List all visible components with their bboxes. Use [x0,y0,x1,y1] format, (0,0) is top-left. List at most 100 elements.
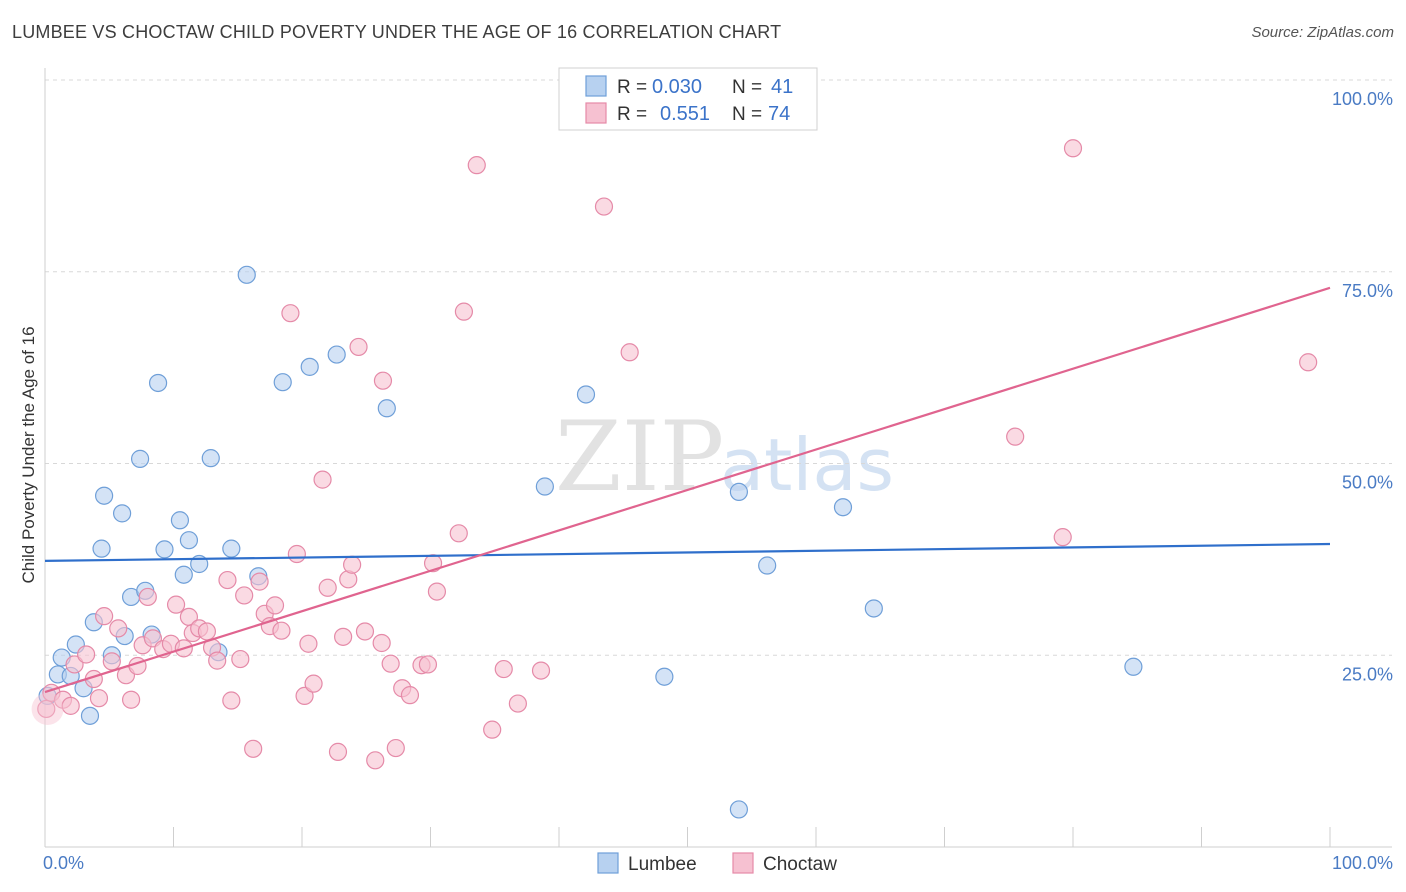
y-tick-label: 100.0% [1332,89,1393,109]
choctaw-point [222,691,241,710]
lumbee-point [377,399,396,418]
choctaw-point [304,674,323,693]
choctaw-point [121,690,141,709]
lumbee-point [80,706,100,725]
choctaw-point [89,689,109,708]
lumbee-point [148,373,168,393]
choctaw-point [281,304,300,323]
choctaw-point [343,555,362,574]
lumbee-point [174,565,193,584]
choctaw-point [95,607,114,626]
lumbee-point [729,800,749,819]
choctaw-trend-line [44,286,1331,694]
watermark-atlas: atlas [720,423,894,507]
choctaw-point [295,686,314,706]
choctaw-point [418,655,438,674]
lumbee-point [1124,657,1143,676]
choctaw-point [381,654,400,673]
series-legend-label-lumbee: Lumbee [628,854,697,875]
choctaw-point [231,649,250,669]
tick-labels: 25.0% 50.0% 75.0% 100.0% 0.0% 100.0% [43,89,1393,873]
lumbee-point [535,477,554,496]
choctaw-point [423,554,443,573]
series-legend-swatch-choctaw [732,852,754,874]
trend-lines [44,286,1331,694]
legend-n-value-lumbee: 41 [771,76,793,98]
watermark: ZIP atlas [555,401,894,513]
choctaw-point [508,694,527,713]
choctaw-point [166,595,186,614]
legend-n-label-lumbee: N = [732,77,762,98]
choctaw-point [235,586,254,605]
series-legend: Lumbee Choctaw [597,852,837,875]
choctaw-point [594,197,614,216]
legend-r-label-lumbee: R = [617,77,647,98]
choctaw-point [208,651,227,670]
choctaw-point [65,655,84,674]
choctaw-point [102,652,121,671]
choctaw-point [531,661,551,680]
series-legend-swatch-lumbee [597,852,619,874]
x-tick-label: 100.0% [1332,853,1393,873]
choctaw-point [77,645,96,664]
choctaw-point [427,582,447,601]
choctaw-point [244,739,263,758]
legend-swatch-choctaw [585,102,607,124]
lumbee-point [758,556,777,575]
lumbee-point [170,511,190,530]
choctaw-point [1063,139,1083,158]
gridlines [45,79,1392,656]
choctaw-point [1299,353,1318,372]
choctaw-point [218,570,237,590]
choctaw-point [372,633,391,653]
y-axis-label: Child Poverty Under the Age of 16 [19,326,38,583]
choctaw-points [31,139,1318,770]
chart-source: Source: ZipAtlas.com [1251,24,1394,41]
choctaw-point [265,596,285,615]
choctaw-point [349,337,368,357]
choctaw-point [109,619,128,638]
choctaw-point [250,572,269,591]
choctaw-point [494,659,513,679]
lumbee-point [576,385,596,404]
choctaw-point [61,696,80,715]
choctaw-point [318,578,337,597]
lumbee-trend-line [44,542,1331,563]
chart-title: LUMBEE VS CHOCTAW CHILD POVERTY UNDER TH… [12,22,782,42]
lumbee-point [237,265,256,284]
choctaw-point [328,742,348,761]
lumbee-point [201,449,220,468]
legend-n-value-choctaw: 74 [768,103,790,125]
legend-r-value-choctaw: 0.551 [660,103,710,125]
lumbee-point [179,531,199,550]
choctaw-point [366,751,385,770]
correlation-legend: R = 0.030 N = 41 R = 0.551 N = 74 [558,67,818,131]
choctaw-point [400,686,420,705]
legend-r-value-lumbee: 0.030 [652,76,702,98]
y-tick-label: 25.0% [1342,664,1393,684]
choctaw-point [449,524,468,543]
x-tick-label: 0.0% [43,853,84,873]
choctaw-point [299,634,318,653]
choctaw-point [1006,427,1025,446]
lumbee-point [833,498,853,517]
lumbee-point [729,482,749,501]
choctaw-point [272,621,291,640]
lumbee-point [95,486,114,505]
choctaw-point [373,371,393,390]
lumbee-point [300,357,319,376]
choctaw-point [1053,528,1072,547]
choctaw-point [467,156,486,175]
choctaw-point [334,627,353,646]
watermark-zip: ZIP [555,401,724,513]
series-legend-label-choctaw: Choctaw [763,854,837,875]
choctaw-point [355,622,375,641]
lumbee-point [222,539,241,558]
choctaw-point [313,470,332,489]
legend-r-label-choctaw: R = [617,104,647,125]
lumbee-points [38,265,1143,819]
choctaw-point [386,738,405,758]
lumbee-point [92,539,111,558]
y-tick-label: 50.0% [1342,473,1393,493]
